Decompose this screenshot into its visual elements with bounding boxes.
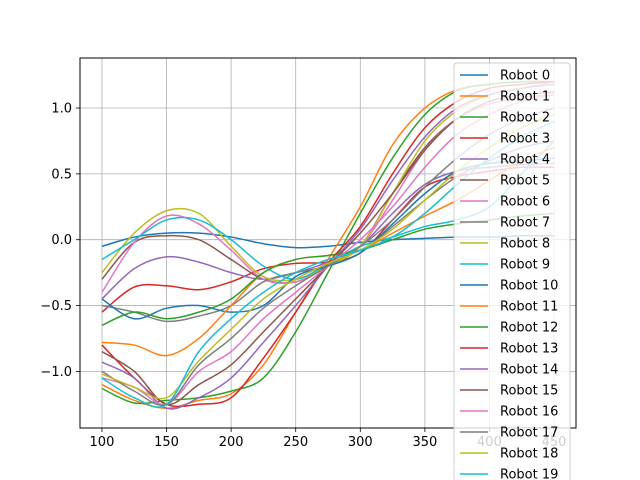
x-tick-label: 250 [283,435,308,450]
legend-label: Robot 14 [500,363,558,378]
legend-label: Robot 5 [500,174,550,189]
legend-label: Robot 6 [500,195,550,210]
x-tick-label: 350 [412,435,437,450]
x-tick-label: 200 [219,435,244,450]
legend-label: Robot 13 [500,342,558,357]
legend-label: Robot 1 [500,90,550,105]
legend-label: Robot 4 [500,153,550,168]
legend-label: Robot 19 [500,468,558,480]
legend-label: Robot 11 [500,300,558,315]
legend-label: Robot 12 [500,321,558,336]
x-tick-label: 300 [348,435,373,450]
legend-label: Robot 0 [500,69,550,84]
legend-label: Robot 8 [500,237,550,252]
y-tick-label: 0.5 [51,167,72,182]
y-tick-label: −0.5 [40,299,72,314]
x-tick-label: 150 [154,435,179,450]
legend-label: Robot 10 [500,279,558,294]
legend-label: Robot 18 [500,447,558,462]
legend-box [453,62,571,480]
y-tick-label: 0.0 [51,233,72,248]
y-tick-label: 1.0 [51,102,72,117]
legend-label: Robot 2 [500,111,550,126]
legend-label: Robot 7 [500,216,550,231]
y-tick-label: −1.0 [40,365,72,380]
legend-label: Robot 3 [500,132,550,147]
x-tick-label: 100 [90,435,115,450]
legend-label: Robot 16 [500,405,558,420]
legend-label: Robot 17 [500,426,558,441]
plot-frame [79,57,577,429]
legend: Robot 0 Robot 1 Robot 2 Robot 3 Robot 4 Robot… [453,62,571,480]
legend-label: Robot 15 [500,384,558,399]
axis-ticks: 100150200250300350400450−1.0−0.50.00.51.… [40,102,566,450]
legend-label: Robot 9 [500,258,550,273]
